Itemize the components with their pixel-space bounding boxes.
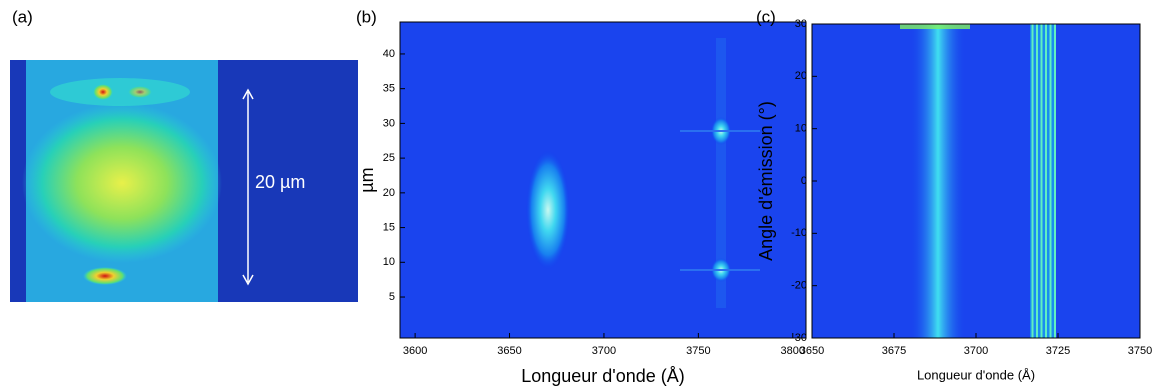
x-tick-label: 3700 <box>592 345 616 357</box>
x-axis-label: Longueur d'onde (Å) <box>521 366 685 386</box>
panel-label: (b) <box>356 7 377 26</box>
x-tick-label: 3650 <box>497 345 521 357</box>
y-tick-label: -20 <box>791 280 807 292</box>
y-tick-label: 30 <box>795 18 807 30</box>
y-tick-label: -10 <box>791 227 807 239</box>
y-tick-label: 30 <box>383 117 395 129</box>
scale-annotation: 20 µm <box>255 172 305 192</box>
panel-c-map <box>812 24 1140 338</box>
y-tick-label: 15 <box>383 221 395 233</box>
x-tick-label: 3750 <box>686 345 710 357</box>
panel-b-map <box>400 22 806 338</box>
y-tick-label: 35 <box>383 83 395 95</box>
y-tick-label: 20 <box>795 70 807 82</box>
y-tick-label: 20 <box>383 187 395 199</box>
y-tick-label: -30 <box>791 332 807 344</box>
x-tick-label: 3600 <box>403 345 427 357</box>
plot-frame <box>399 21 807 339</box>
panel-label: (c) <box>756 7 776 26</box>
y-tick-label: 40 <box>383 48 395 60</box>
x-tick-label: 3725 <box>1046 345 1070 357</box>
x-tick-label: 3675 <box>882 345 906 357</box>
y-tick-label: 25 <box>383 152 395 164</box>
panel-a-image <box>10 60 358 302</box>
x-axis-label: Longueur d'onde (Å) <box>917 367 1035 382</box>
x-tick-label: 3800 <box>781 345 805 357</box>
y-tick-label: 5 <box>389 291 395 303</box>
x-tick-label: 3750 <box>1128 345 1152 357</box>
y-tick-label: 10 <box>383 256 395 268</box>
x-tick-label: 3650 <box>800 345 824 357</box>
panel-label: (a) <box>12 7 33 26</box>
y-axis-label: µm <box>357 167 377 192</box>
y-tick-label: 10 <box>795 123 807 135</box>
y-tick-label: 0 <box>801 175 807 187</box>
x-tick-label: 3700 <box>964 345 988 357</box>
y-axis-label: Angle d'émission (°) <box>756 101 776 261</box>
